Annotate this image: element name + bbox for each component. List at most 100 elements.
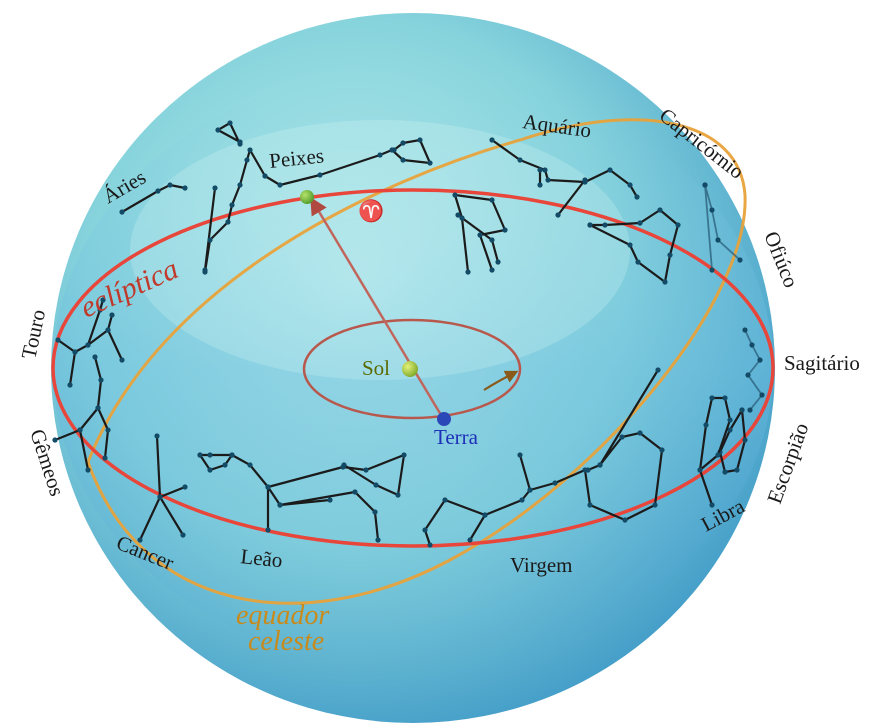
constellation-capricorn-star xyxy=(635,259,641,265)
constellation-taurus-star xyxy=(105,327,111,333)
constellation-capricorn-star xyxy=(657,207,663,213)
constellation-ophiuchus-star xyxy=(715,237,721,243)
sun-marker xyxy=(402,361,418,377)
constellation-pisces-star xyxy=(207,237,213,243)
constellation-capricorn-star xyxy=(587,222,593,228)
constellation-sagittarius-star xyxy=(742,327,748,333)
constellation-pisces-star xyxy=(237,141,243,147)
label-pisces: Peixes xyxy=(268,143,325,173)
constellation-capricorn-star xyxy=(602,222,608,228)
constellation-virgo-star xyxy=(637,430,643,436)
constellation-leo-star xyxy=(375,537,381,543)
constellation-aquarius-star xyxy=(489,267,495,273)
constellation-pisces-star xyxy=(212,185,218,191)
constellation-libra-star xyxy=(703,422,709,428)
constellation-sagittarius xyxy=(744,329,763,411)
constellation-gemini-star xyxy=(95,405,101,411)
constellation-leo-star xyxy=(277,502,283,508)
constellation-virgo-star xyxy=(597,462,603,468)
constellation-taurus-star xyxy=(55,337,61,343)
constellation-aquarius-star xyxy=(455,212,461,218)
constellation-leo-star xyxy=(207,452,213,458)
constellation-aquarius-star xyxy=(465,269,471,275)
constellation-cancer-star xyxy=(182,484,188,490)
constellation-sagittarius-star xyxy=(757,357,763,363)
ecliptic-line xyxy=(51,188,775,548)
constellation-scorpius-star xyxy=(727,427,733,433)
constellation-gemini-star xyxy=(77,427,83,433)
earth-marker xyxy=(437,412,451,426)
earth-orbit xyxy=(302,318,522,420)
aries-symbol: ♈ xyxy=(358,198,384,223)
constellation-libra-star xyxy=(709,502,715,508)
constellation-virgo-star xyxy=(652,502,658,508)
constellation-taurus-star xyxy=(109,312,115,318)
constellation-libra-star xyxy=(715,452,721,458)
constellation-scorpius-star xyxy=(734,467,740,473)
constellation-sagittarius-star xyxy=(745,372,751,378)
constellation-aries-star xyxy=(167,182,173,188)
constellation-cancer-star xyxy=(180,532,186,538)
constellation-ophiuchus-star xyxy=(709,207,715,213)
constellation-taurus-star xyxy=(67,382,73,388)
constellation-virgo xyxy=(423,368,664,547)
label-ophiuchus: Ofiúco xyxy=(759,228,803,291)
constellation-ophiuchus xyxy=(704,184,741,271)
constellation-pisces-star xyxy=(400,140,406,146)
constellation-leo-star xyxy=(352,489,358,495)
constellation-cancer-star xyxy=(157,494,163,500)
constellation-aquarius-star xyxy=(495,259,501,265)
constellation-capricorn-star xyxy=(637,220,643,226)
label-virgo: Virgem xyxy=(510,553,573,577)
constellation-taurus-star xyxy=(72,349,78,355)
constellation-pisces-star xyxy=(202,269,208,275)
constellation-pisces-star xyxy=(277,182,283,188)
constellation-pisces-star xyxy=(262,173,268,179)
constellation-libra xyxy=(698,396,732,507)
constellation-capricorn xyxy=(588,208,680,284)
constellation-libra-star xyxy=(697,467,703,473)
constellation-leo-star xyxy=(265,527,271,533)
celestial-equator-line xyxy=(86,118,747,605)
constellation-aquarius-star xyxy=(582,179,588,185)
constellation-taurus-star xyxy=(100,297,106,303)
constellation-leo-star xyxy=(327,497,333,503)
constellation-libra-star xyxy=(722,395,728,401)
constellation-capricorn-star xyxy=(662,279,668,285)
constellation-pisces-star xyxy=(400,157,406,163)
constellation-virgo-star xyxy=(552,480,558,486)
constellation-virgo-star xyxy=(582,467,588,473)
constellation-aquarius-star xyxy=(489,137,495,143)
constellation-ophiuchus-star xyxy=(702,182,708,188)
constellation-leo-star xyxy=(372,509,378,515)
constellation-gemini-star xyxy=(52,437,58,443)
constellation-pisces-star xyxy=(244,157,250,163)
label-sun: Sol xyxy=(362,356,390,380)
constellation-cancer-star xyxy=(154,433,160,439)
constellation-pisces-star xyxy=(247,147,253,153)
constellation-gemini-star xyxy=(85,467,91,473)
constellation-leo-star xyxy=(265,484,271,490)
constellation-capricorn-star xyxy=(667,252,673,258)
constellation-pisces-star xyxy=(237,182,243,188)
label-sagittarius: Sagitário xyxy=(784,351,860,375)
constellation-aquarius-star xyxy=(627,182,633,188)
constellation-virgo-star xyxy=(519,497,525,503)
constellation-aquarius-star xyxy=(489,197,495,203)
constellation-pisces-star xyxy=(377,152,383,158)
constellation-leo-star xyxy=(401,452,407,458)
sphere-highlight xyxy=(130,120,630,380)
constellation-aries-star xyxy=(182,185,188,191)
constellation-leo-star xyxy=(363,467,369,473)
label-taurus: Touro xyxy=(16,307,50,361)
constellation-leo-star xyxy=(395,492,401,498)
constellation-scorpius-star xyxy=(742,437,748,443)
constellation-virgo-star xyxy=(659,447,665,453)
constellation-sagittarius-star xyxy=(749,342,755,348)
constellation-pisces-star xyxy=(229,202,235,208)
constellation-virgo-star xyxy=(622,517,628,523)
constellation-leo-star xyxy=(340,464,346,470)
constellation-ophiuchus-star xyxy=(709,267,715,273)
constellation-virgo-star xyxy=(587,502,593,508)
